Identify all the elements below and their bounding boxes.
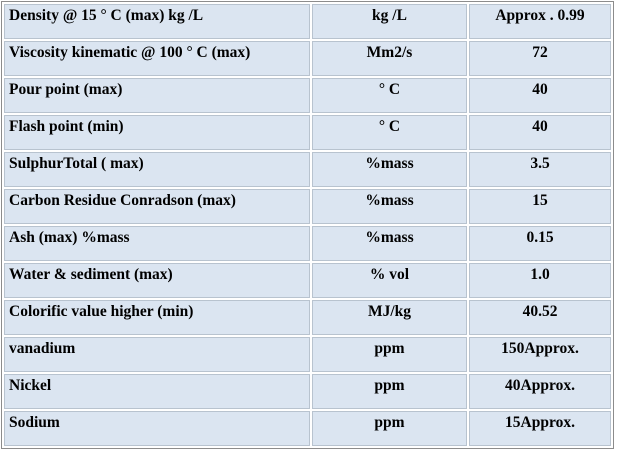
table-body: Density @ 15 ° C (max) kg /L kg /L Approx …	[4, 4, 611, 446]
property-cell: Water & sediment (max)	[4, 263, 310, 298]
table-row: Nickel ppm 40Approx.	[4, 374, 611, 409]
value-cell: 0.15	[469, 226, 611, 261]
property-cell: Flash point (min)	[4, 115, 310, 150]
unit-cell: % vol	[312, 263, 467, 298]
value-cell: 40	[469, 115, 611, 150]
unit-cell: %mass	[312, 189, 467, 224]
value-cell: 15Approx.	[469, 411, 611, 446]
unit-cell: Mm2/s	[312, 41, 467, 76]
value-cell: 72	[469, 41, 611, 76]
value-cell: 15	[469, 189, 611, 224]
spec-table: Density @ 15 ° C (max) kg /L kg /L Approx …	[1, 1, 614, 449]
value-cell: 150Approx.	[469, 337, 611, 372]
unit-cell: ppm	[312, 374, 467, 409]
value-cell: Approx . 0.99	[469, 4, 611, 39]
unit-cell: ppm	[312, 337, 467, 372]
table-row: Colorific value higher (min) MJ/kg 40.52	[4, 300, 611, 335]
unit-cell: %mass	[312, 152, 467, 187]
unit-cell: %mass	[312, 226, 467, 261]
table-row: Ash (max) %mass %mass 0.15	[4, 226, 611, 261]
table-row: Carbon Residue Conradson (max) %mass 15	[4, 189, 611, 224]
value-cell: 40	[469, 78, 611, 113]
property-cell: Colorific value higher (min)	[4, 300, 310, 335]
value-cell: 1.0	[469, 263, 611, 298]
value-cell: 3.5	[469, 152, 611, 187]
property-cell: vanadium	[4, 337, 310, 372]
table-row: Sodium ppm 15Approx.	[4, 411, 611, 446]
table-row: Density @ 15 ° C (max) kg /L kg /L Approx …	[4, 4, 611, 39]
property-cell: Density @ 15 ° C (max) kg /L	[4, 4, 310, 39]
value-cell: 40.52	[469, 300, 611, 335]
unit-cell: ° C	[312, 115, 467, 150]
unit-cell: ppm	[312, 411, 467, 446]
unit-cell: ° C	[312, 78, 467, 113]
unit-cell: kg /L	[312, 4, 467, 39]
property-cell: SulphurTotal ( max)	[4, 152, 310, 187]
property-cell: Sodium	[4, 411, 310, 446]
table-row: Pour point (max) ° C 40	[4, 78, 611, 113]
table-row: Flash point (min) ° C 40	[4, 115, 611, 150]
table-row: Water & sediment (max)% vol 1.0	[4, 263, 611, 298]
property-cell: Nickel	[4, 374, 310, 409]
table-row: Viscosity kinematic @ 100 ° C (max) Mm2/s…	[4, 41, 611, 76]
value-cell: 40Approx.	[469, 374, 611, 409]
property-cell: Ash (max) %mass	[4, 226, 310, 261]
table-row: vanadium ppm 150Approx.	[4, 337, 611, 372]
property-cell: Viscosity kinematic @ 100 ° C (max)	[4, 41, 310, 76]
property-cell: Carbon Residue Conradson (max)	[4, 189, 310, 224]
property-cell: Pour point (max)	[4, 78, 310, 113]
table-row: SulphurTotal ( max) %mass 3.5	[4, 152, 611, 187]
unit-cell: MJ/kg	[312, 300, 467, 335]
